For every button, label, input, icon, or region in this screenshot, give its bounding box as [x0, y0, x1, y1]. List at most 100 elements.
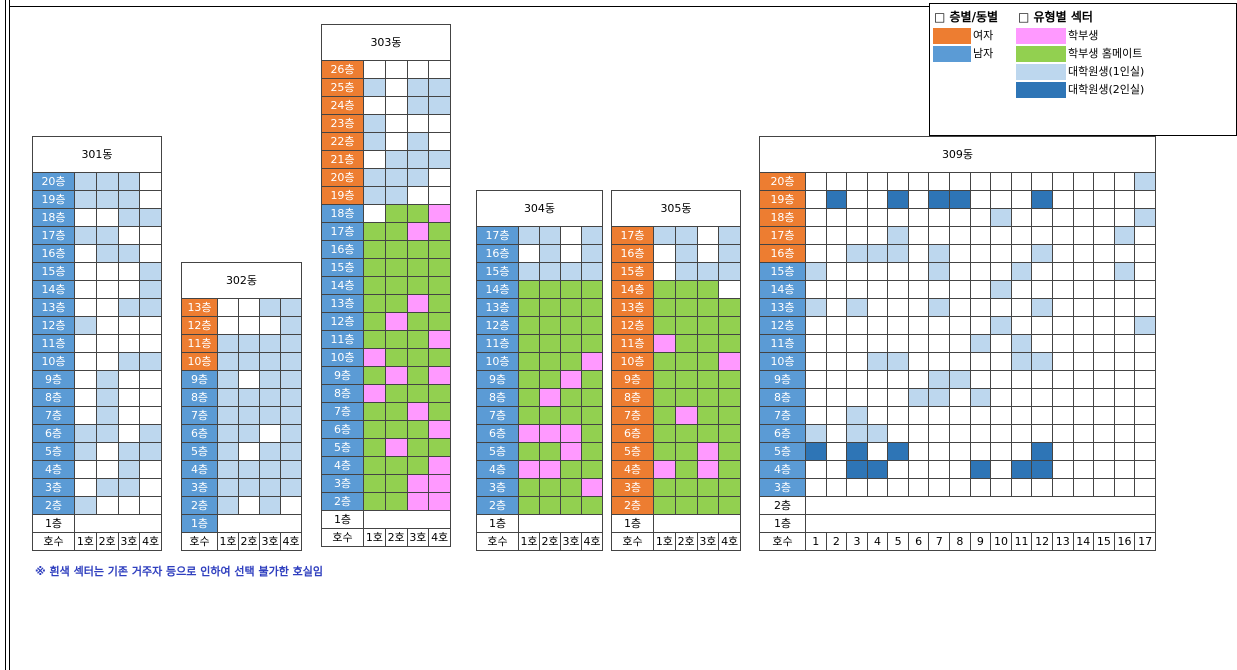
room-cell[interactable]: [384, 402, 408, 421]
room-cell[interactable]: [560, 406, 582, 425]
room-cell[interactable]: [259, 496, 281, 515]
room-cell[interactable]: [518, 316, 540, 335]
room-cell[interactable]: [363, 114, 386, 133]
room-cell[interactable]: [825, 190, 848, 209]
room-cell[interactable]: [718, 424, 741, 443]
room-cell[interactable]: [696, 442, 720, 461]
room-cell[interactable]: [428, 276, 451, 295]
room-cell[interactable]: [74, 190, 97, 209]
room-cell[interactable]: [539, 406, 561, 425]
room-cell[interactable]: [518, 280, 540, 299]
room-cell[interactable]: [560, 334, 582, 353]
room-cell[interactable]: [406, 366, 430, 385]
room-cell[interactable]: [406, 258, 430, 277]
room-cell[interactable]: [117, 352, 141, 371]
room-cell[interactable]: [384, 312, 408, 331]
room-cell[interactable]: [428, 456, 451, 475]
room-cell[interactable]: [846, 424, 868, 443]
room-cell[interactable]: [581, 226, 603, 245]
room-cell[interactable]: [866, 352, 889, 371]
room-cell[interactable]: [518, 352, 540, 371]
room-cell[interactable]: [74, 496, 97, 515]
room-cell[interactable]: [1031, 352, 1053, 371]
room-cell[interactable]: [238, 352, 260, 371]
room-cell[interactable]: [969, 334, 992, 353]
room-cell[interactable]: [95, 478, 119, 497]
room-cell[interactable]: [406, 240, 430, 259]
room-cell[interactable]: [259, 298, 281, 317]
room-cell[interactable]: [259, 442, 281, 461]
room-cell[interactable]: [1134, 172, 1156, 191]
room-cell[interactable]: [384, 474, 408, 493]
room-cell[interactable]: [280, 352, 302, 371]
room-cell[interactable]: [406, 96, 430, 115]
room-cell[interactable]: [718, 352, 741, 371]
room-cell[interactable]: [139, 424, 162, 443]
room-cell[interactable]: [846, 298, 868, 317]
room-cell[interactable]: [653, 370, 676, 389]
room-cell[interactable]: [805, 424, 827, 443]
room-cell[interactable]: [539, 460, 561, 479]
room-cell[interactable]: [674, 316, 698, 335]
room-cell[interactable]: [1031, 190, 1053, 209]
room-cell[interactable]: [696, 496, 720, 515]
room-cell[interactable]: [928, 388, 951, 407]
room-cell[interactable]: [280, 478, 302, 497]
room-cell[interactable]: [887, 442, 909, 461]
room-cell[interactable]: [718, 262, 741, 281]
room-cell[interactable]: [217, 388, 239, 407]
room-cell[interactable]: [384, 438, 408, 457]
room-cell[interactable]: [117, 208, 141, 227]
room-cell[interactable]: [117, 244, 141, 263]
room-cell[interactable]: [518, 334, 540, 353]
room-cell[interactable]: [928, 298, 951, 317]
room-cell[interactable]: [653, 406, 676, 425]
room-cell[interactable]: [539, 442, 561, 461]
room-cell[interactable]: [518, 298, 540, 317]
room-cell[interactable]: [653, 478, 676, 497]
room-cell[interactable]: [518, 478, 540, 497]
room-cell[interactable]: [990, 316, 1012, 335]
room-cell[interactable]: [581, 388, 603, 407]
room-cell[interactable]: [406, 402, 430, 421]
room-cell[interactable]: [139, 298, 162, 317]
room-cell[interactable]: [718, 226, 741, 245]
room-cell[interactable]: [866, 244, 889, 263]
room-cell[interactable]: [674, 460, 698, 479]
room-cell[interactable]: [95, 388, 119, 407]
room-cell[interactable]: [718, 298, 741, 317]
room-cell[interactable]: [696, 388, 720, 407]
room-cell[interactable]: [581, 334, 603, 353]
room-cell[interactable]: [428, 78, 451, 97]
room-cell[interactable]: [560, 316, 582, 335]
room-cell[interactable]: [674, 370, 698, 389]
room-cell[interactable]: [539, 496, 561, 515]
room-cell[interactable]: [1010, 334, 1033, 353]
room-cell[interactable]: [139, 352, 162, 371]
room-cell[interactable]: [428, 258, 451, 277]
room-cell[interactable]: [95, 172, 119, 191]
room-cell[interactable]: [95, 226, 119, 245]
room-cell[interactable]: [928, 370, 951, 389]
room-cell[interactable]: [560, 280, 582, 299]
room-cell[interactable]: [238, 388, 260, 407]
room-cell[interactable]: [95, 406, 119, 425]
room-cell[interactable]: [949, 190, 971, 209]
room-cell[interactable]: [805, 442, 827, 461]
room-cell[interactable]: [406, 276, 430, 295]
room-cell[interactable]: [363, 294, 386, 313]
room-cell[interactable]: [384, 204, 408, 223]
room-cell[interactable]: [139, 262, 162, 281]
room-cell[interactable]: [581, 442, 603, 461]
room-cell[interactable]: [1010, 352, 1033, 371]
room-cell[interactable]: [74, 226, 97, 245]
room-cell[interactable]: [280, 316, 302, 335]
room-cell[interactable]: [280, 298, 302, 317]
room-cell[interactable]: [259, 352, 281, 371]
room-cell[interactable]: [363, 474, 386, 493]
room-cell[interactable]: [217, 406, 239, 425]
room-cell[interactable]: [363, 312, 386, 331]
room-cell[interactable]: [539, 370, 561, 389]
room-cell[interactable]: [363, 258, 386, 277]
room-cell[interactable]: [518, 388, 540, 407]
